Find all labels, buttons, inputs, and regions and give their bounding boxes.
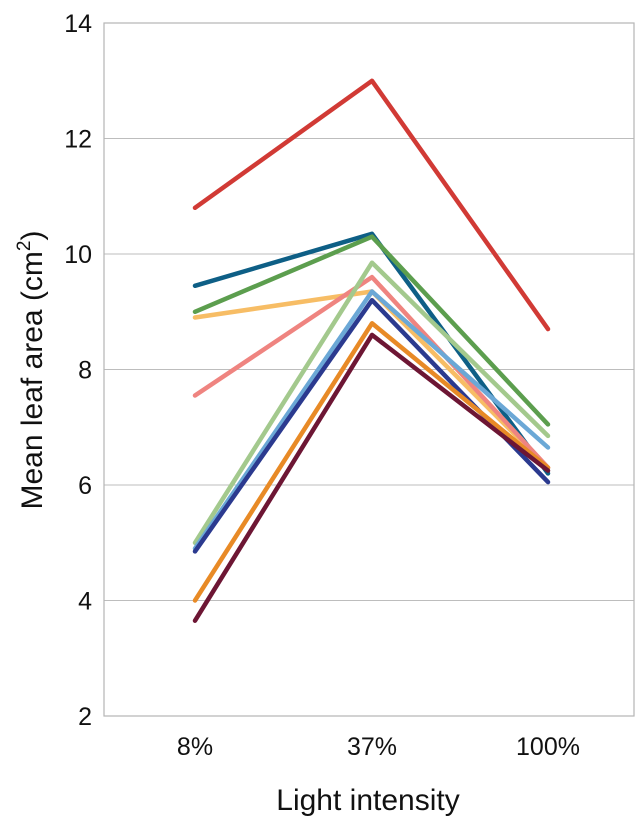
y-axis-title-main: Mean leaf area (cm: [16, 251, 49, 509]
x-tick-label: 100%: [516, 733, 580, 761]
series-line-4: [192, 289, 551, 470]
series-line-10: [192, 332, 551, 623]
series-line-2: [192, 231, 551, 476]
y-tick-label: 14: [64, 10, 92, 38]
plot-area-frame: [103, 22, 635, 717]
series-line-7: [192, 289, 551, 551]
series-line-1: [192, 78, 551, 332]
y-axis-title: Mean leaf area (cm2): [14, 230, 49, 509]
y-tick-label: 2: [78, 703, 92, 731]
series-line-6: [192, 260, 551, 546]
series-line-5: [192, 274, 551, 470]
x-axis-title: Light intensity: [276, 784, 459, 817]
y-axis-title-close: ): [16, 230, 49, 240]
series-line-3: [192, 234, 551, 427]
y-tick-label: 8: [78, 357, 92, 385]
x-tick-label: 37%: [347, 733, 397, 761]
y-tick-label: 10: [64, 241, 92, 269]
y-tick-label: 4: [78, 588, 92, 616]
series-line-9: [192, 321, 551, 603]
y-tick-label: 6: [78, 472, 92, 500]
x-axis-ticks: 8% 37% 100%: [177, 733, 580, 761]
y-axis-ticks: 2 4 6 8 10 12 14: [64, 10, 92, 731]
y-tick-label: 12: [64, 126, 92, 154]
series-lines: [192, 78, 551, 623]
x-tick-label: 8%: [177, 733, 213, 761]
y-axis-title-superscript: 2: [14, 240, 35, 251]
gridlines: [104, 138, 634, 601]
